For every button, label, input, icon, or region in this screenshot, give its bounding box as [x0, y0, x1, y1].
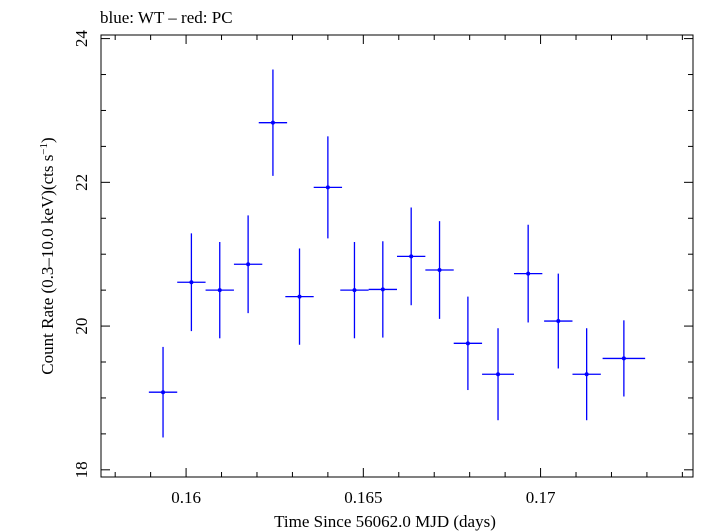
point-marker	[621, 356, 626, 361]
data-point	[482, 328, 514, 421]
y-tick-label: 24	[72, 30, 91, 48]
axis-ticks	[101, 35, 693, 477]
x-tick-label: 0.165	[344, 488, 382, 507]
y-tick-label: 18	[72, 461, 91, 478]
data-point	[313, 136, 343, 239]
data-point	[544, 273, 573, 369]
point-marker	[189, 280, 194, 285]
data-point	[340, 241, 369, 339]
data-point	[602, 320, 646, 397]
point-marker	[380, 287, 385, 292]
data-point	[453, 296, 483, 391]
x-tick-label: 0.17	[526, 488, 556, 507]
chart-title: blue: WT – red: PC	[100, 8, 233, 27]
data-point	[233, 215, 263, 314]
point-marker	[297, 294, 302, 299]
data-point	[205, 241, 234, 339]
point-marker	[409, 254, 414, 259]
point-marker	[217, 288, 222, 293]
y-axis-label-main: Count Rate (0.3–10.0 keV)(cts s	[38, 155, 57, 375]
point-marker	[465, 341, 470, 346]
point-marker	[352, 288, 357, 293]
data-point	[285, 248, 314, 345]
point-marker	[496, 372, 501, 377]
y-tick-label: 22	[72, 174, 91, 191]
point-marker	[437, 268, 442, 273]
point-marker	[584, 372, 589, 377]
y-tick-label: 20	[72, 318, 91, 335]
data-point	[368, 241, 397, 338]
x-axis-label: Time Since 56062.0 MJD (days)	[274, 512, 496, 531]
point-marker	[246, 262, 251, 267]
data-points	[148, 69, 646, 438]
data-point	[513, 224, 543, 323]
point-marker	[161, 390, 166, 395]
point-marker	[270, 120, 275, 125]
point-marker	[556, 319, 561, 324]
tick-labels: 0.16 0.165 0.17 18 20 22 24	[72, 30, 556, 507]
y-axis-label: Count Rate (0.3–10.0 keV)(cts s−1)	[38, 137, 57, 374]
x-tick-label: 0.16	[171, 488, 201, 507]
data-point	[572, 328, 601, 421]
data-point	[177, 233, 206, 332]
data-point	[148, 346, 178, 438]
data-point	[425, 221, 454, 319]
data-point	[258, 69, 288, 176]
data-point	[397, 207, 426, 306]
plot-frame	[100, 34, 694, 478]
point-marker	[325, 185, 330, 190]
y-axis-label-exponent: −1	[38, 143, 50, 155]
y-axis-label-close: )	[38, 137, 57, 143]
point-marker	[526, 271, 531, 276]
